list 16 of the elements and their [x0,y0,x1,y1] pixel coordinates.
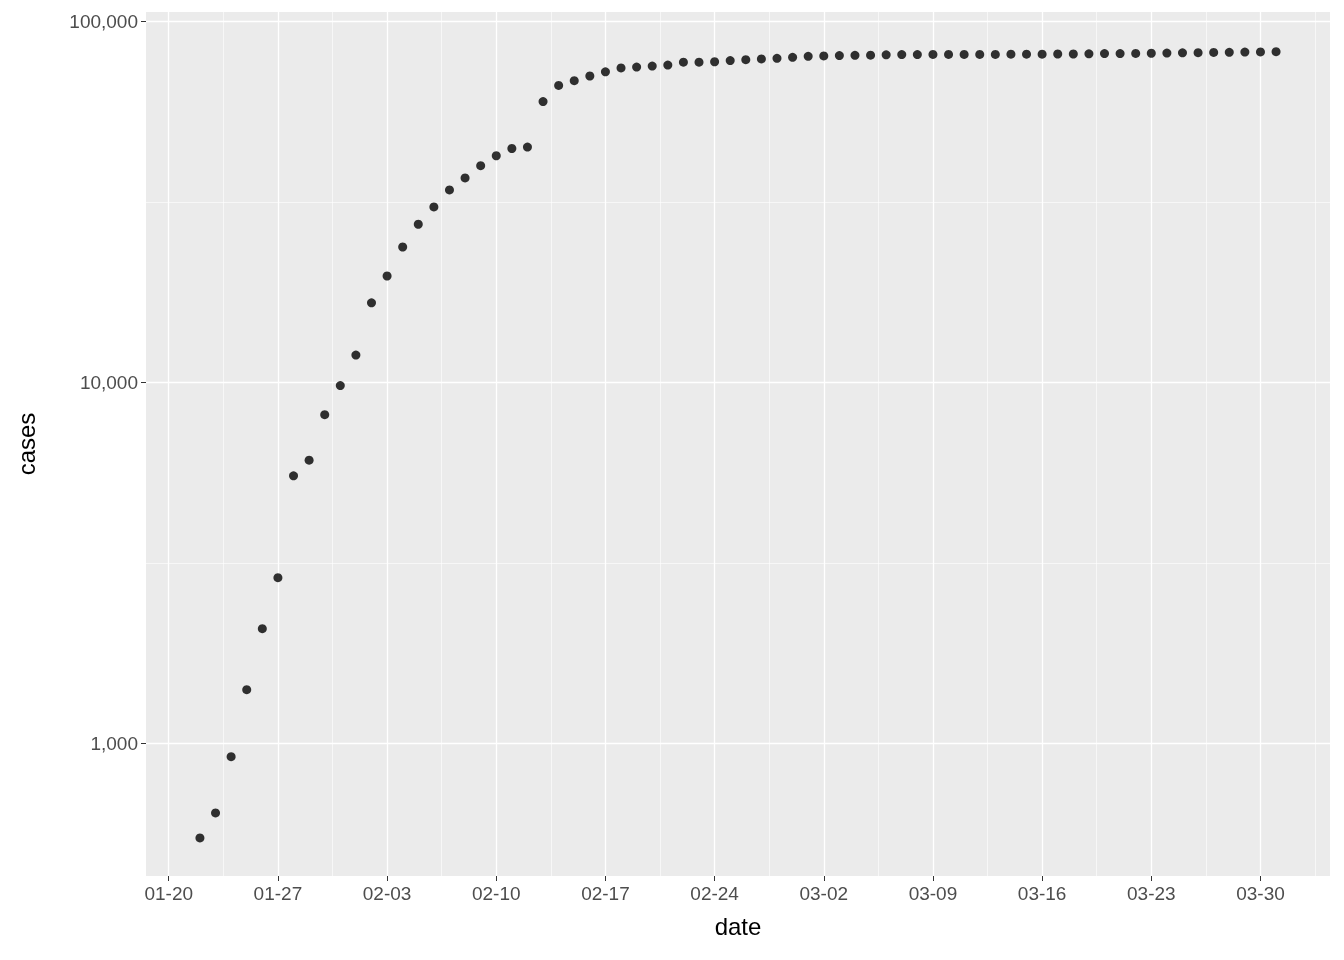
x-tick-label: 03-16 [1017,883,1067,904]
x-tick-label: 02-10 [471,883,521,904]
y-axis-title: cases [12,412,40,476]
y-tick-label: 10,000 [79,371,138,393]
x-tick-label: 03-23 [1126,883,1176,904]
x-tick-label: 01-27 [253,883,303,904]
x-tick-label: 02-24 [690,883,740,904]
x-tick-label: 03-09 [908,883,958,904]
x-tick-label: 02-03 [362,883,412,904]
x-tick-label: 03-30 [1236,883,1285,904]
x-tick-label: 02-17 [581,883,630,904]
x-tick-label: 01-20 [144,883,194,904]
y-tick-label: 1,000 [90,733,138,755]
y-tick-label: 100,000 [69,10,138,32]
x-tick-label: 03-02 [799,883,849,904]
x-axis-title: date [714,912,762,940]
